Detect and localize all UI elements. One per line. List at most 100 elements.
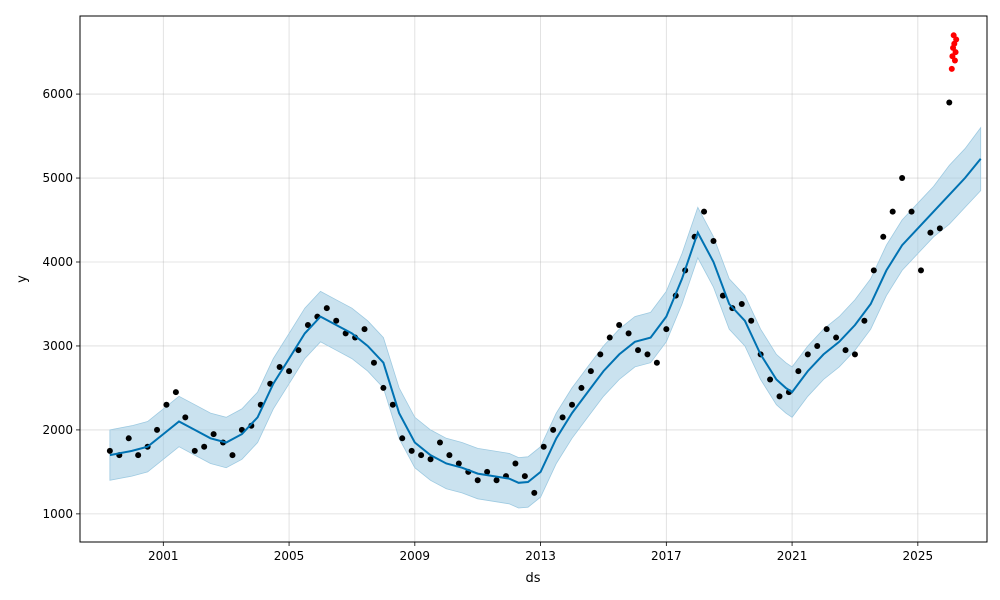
observed-point [427,456,434,463]
observed-point [304,321,311,328]
y-axis-ticks: 1000 2000 3000 4000 5000 6000 [42,87,80,521]
observed-point [635,347,642,354]
observed-point [814,342,821,349]
outlier-points [948,32,960,72]
observed-point [333,317,340,324]
x-tick-label: 2005 [274,549,305,563]
observed-point [917,267,924,274]
observed-point [616,321,623,328]
observed-point [597,351,604,358]
observed-point [842,347,849,354]
forecast-line [109,158,982,484]
observed-point [418,452,425,459]
forecast-line-path [109,158,982,484]
observed-point [569,401,576,408]
observed-point [163,401,170,408]
observed-point [135,452,142,459]
observed-point [399,435,406,442]
observed-point [880,233,887,240]
observed-point [408,447,415,454]
observed-point [436,439,443,446]
observed-point [851,351,858,358]
x-tick-label: 2009 [400,549,431,563]
observed-point [927,229,934,236]
observed-point [182,414,189,421]
observed-point [531,489,538,496]
observed-point [861,317,868,324]
observed-point [474,477,481,484]
observed-point [276,363,283,370]
observed-point [823,326,830,333]
y-tick-label: 1000 [42,507,73,521]
observed-point [380,384,387,391]
observed-point [550,426,557,433]
observed-point [578,384,585,391]
observed-point [804,351,811,358]
x-tick-label: 2025 [903,549,934,563]
observed-point [795,368,802,375]
observed-point [870,267,877,274]
observed-point [767,376,774,383]
observed-point [361,326,368,333]
observed-point [455,460,462,467]
observed-point [229,452,236,459]
observed-point [125,435,132,442]
observed-point [295,347,302,354]
observed-point [201,443,208,450]
observed-point [663,326,670,333]
observed-point [446,452,453,459]
x-axis-label: ds [525,571,540,586]
x-axis-ticks: 2001 2005 2009 2013 2017 2021 2025 [148,542,933,563]
observed-point [559,414,566,421]
observed-point [484,468,491,475]
observed-point [493,477,500,484]
y-tick-label: 6000 [42,87,73,101]
x-tick-label: 2013 [525,549,556,563]
y-tick-label: 5000 [42,171,73,185]
observed-point [191,447,198,454]
observed-point [776,393,783,400]
outlier-point [951,57,958,64]
plot-frame [79,15,988,543]
observed-point [323,305,330,312]
observed-point [172,389,179,396]
observed-point [936,225,943,232]
y-tick-label: 3000 [42,339,73,353]
observed-point [748,317,755,324]
observed-point [719,292,726,299]
observed-point [606,334,613,341]
outlier-point [952,49,959,56]
observed-point [106,447,113,454]
observed-point [210,431,217,438]
observed-point [738,300,745,307]
observed-point [521,473,528,480]
observed-point [710,238,717,245]
observed-point [625,330,632,337]
observed-point [653,359,660,366]
observed-point [899,175,906,182]
observed-point [154,426,161,433]
observed-point [389,401,396,408]
observed-point [286,368,293,375]
outlier-point [948,65,955,72]
observed-point [644,351,651,358]
y-axis-label: y [15,275,30,283]
observed-point [908,208,915,215]
observed-point [946,99,953,106]
uncertainty-interval [109,126,982,509]
observed-point [370,359,377,366]
interval-band [109,126,982,509]
x-tick-label: 2021 [777,549,808,563]
observed-point [540,443,547,450]
observed-point [833,334,840,341]
x-tick-label: 2001 [148,549,179,563]
y-tick-label: 4000 [42,255,73,269]
outlier-point [953,36,960,43]
observed-point [587,368,594,375]
observed-point [889,208,896,215]
observed-point [512,460,519,467]
observed-point [701,208,708,215]
x-tick-label: 2017 [651,549,682,563]
